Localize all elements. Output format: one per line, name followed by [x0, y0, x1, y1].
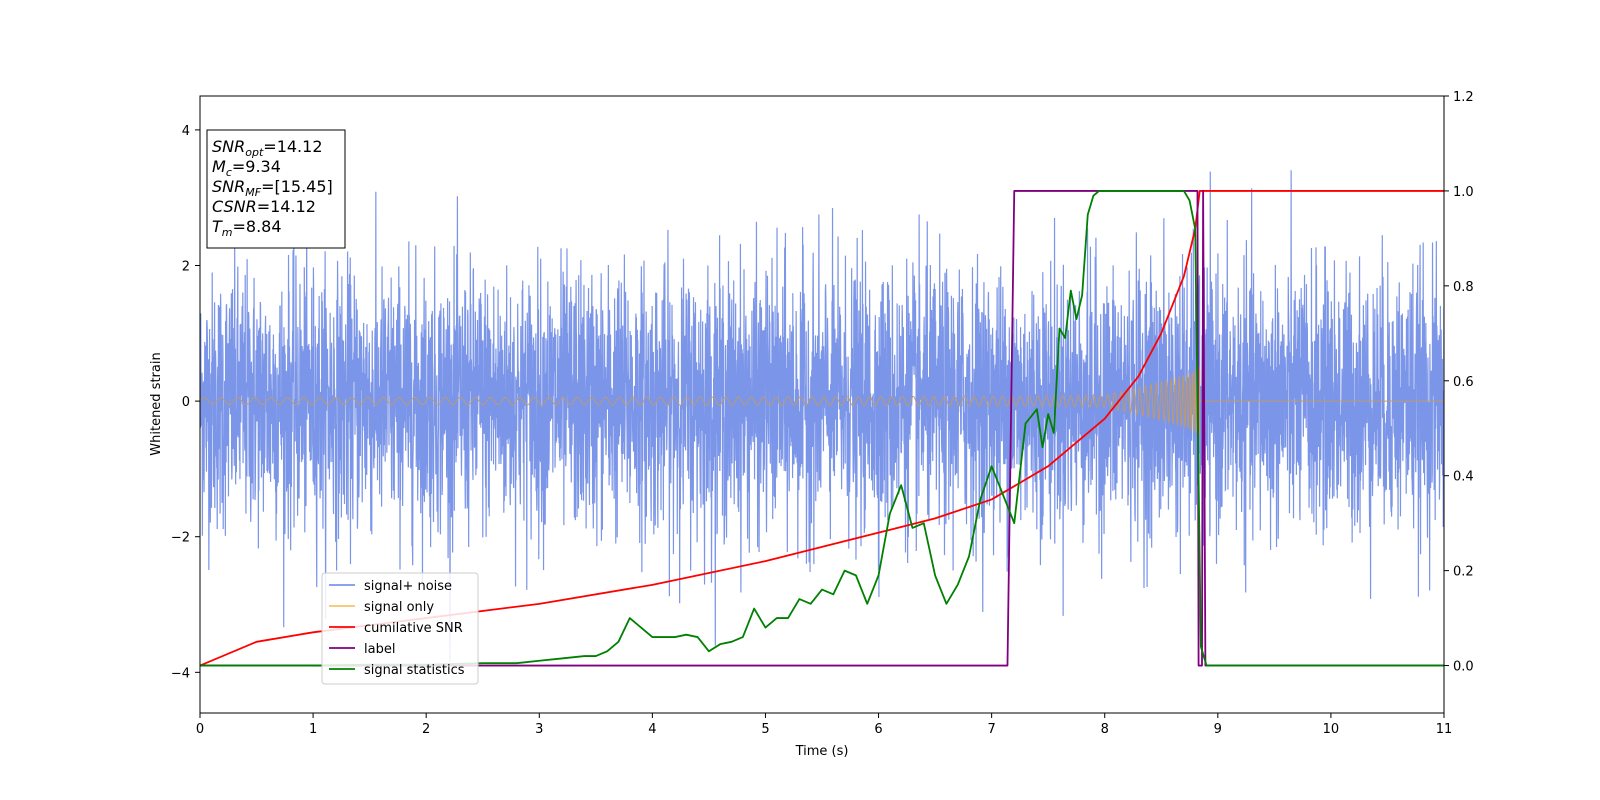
x-tick-label-7: 7: [987, 722, 995, 737]
y2-tick-label-5: 1.0: [1453, 185, 1474, 200]
y-axis-left: −4 −2 0 2 4: [171, 124, 200, 681]
y2-tick-label-0: 0.0: [1453, 660, 1474, 675]
x-tick-label-0: 0: [196, 722, 204, 737]
legend-label-2: cumilative SNR: [364, 621, 463, 636]
legend-label-3: label: [364, 642, 395, 657]
info-box-frame: [206, 129, 346, 249]
info-line-1: Mc=9.34: [212, 157, 281, 179]
y-tick-label-0: −4: [171, 666, 190, 681]
y2-tick-label-6: 1.2: [1453, 90, 1474, 105]
x-tick-label-6: 6: [874, 722, 882, 737]
legend-label-4: signal statistics: [364, 663, 465, 678]
info-line-1-base: M: [212, 157, 226, 176]
series-signal-only: [200, 366, 1444, 435]
x-tick-label-10: 10: [1323, 722, 1340, 737]
plot-frame: [199, 95, 1445, 714]
x-tick-label-3: 3: [535, 722, 543, 737]
info-line-4-base: T: [212, 217, 223, 236]
legend-frame: [321, 572, 479, 685]
y2-tick-label-4: 0.8: [1453, 280, 1474, 295]
info-line-2-base: SNR: [212, 177, 245, 196]
info-box: SNRopt=14.12Mc=9.34SNRMF=[15.45]CSNR=14.…: [206, 129, 346, 249]
info-line-0-sub: opt: [245, 146, 264, 159]
info-line-4-sub: m: [222, 226, 233, 239]
legend-label-0: signal+ noise: [364, 579, 452, 594]
y-tick-label-2: 0: [182, 395, 190, 410]
info-line-1-value: =9.34: [232, 157, 281, 176]
series-label: [200, 190, 1444, 667]
info-line-0-value: =14.12: [263, 137, 322, 156]
legend: signal+ noise signal only cumilative SNR la…: [321, 572, 479, 685]
y-axis-right: 0.0 0.2 0.4 0.6 0.8 1.0 1.2: [1444, 90, 1474, 675]
info-line-3: CSNR=14.12: [212, 197, 316, 216]
y-tick-label-1: −2: [171, 531, 190, 546]
y2-tick-label-1: 0.2: [1453, 565, 1474, 580]
legend-label-1: signal only: [364, 600, 434, 615]
x-tick-label-8: 8: [1101, 722, 1109, 737]
info-line-0: SNRopt=14.12: [212, 137, 323, 159]
x-axis-label: Time (s): [795, 744, 849, 759]
x-tick-label-5: 5: [761, 722, 769, 737]
info-line-0-base: SNR: [212, 137, 245, 156]
info-line-3-value: =14.12: [257, 197, 316, 216]
y-axis-label: Whitened strain: [149, 352, 164, 455]
info-line-2-value: =[15.45]: [261, 177, 333, 196]
y2-tick-label-3: 0.6: [1453, 375, 1474, 390]
series-signal-noise: [200, 170, 1444, 663]
x-tick-label-4: 4: [648, 722, 656, 737]
info-line-2: SNRMF=[15.45]: [212, 177, 333, 199]
x-tick-label-9: 9: [1214, 722, 1222, 737]
info-line-1-sub: c: [226, 166, 232, 179]
info-line-4-value: =8.84: [233, 217, 282, 236]
x-tick-label-1: 1: [309, 722, 317, 737]
x-tick-label-2: 2: [422, 722, 430, 737]
info-line-3-base: CSNR: [212, 197, 257, 216]
y-tick-label-4: 4: [182, 124, 190, 139]
series-signal-statistics: [200, 190, 1444, 667]
y-tick-label-3: 2: [182, 260, 190, 275]
x-tick-label-11: 11: [1436, 722, 1453, 737]
info-line-2-sub: MF: [245, 186, 261, 199]
info-line-4: Tm=8.84: [212, 217, 282, 239]
x-axis: 0 1 2 3 4 5 6 7 8 9 10 11: [196, 713, 1452, 737]
y2-tick-label-2: 0.4: [1453, 470, 1474, 485]
